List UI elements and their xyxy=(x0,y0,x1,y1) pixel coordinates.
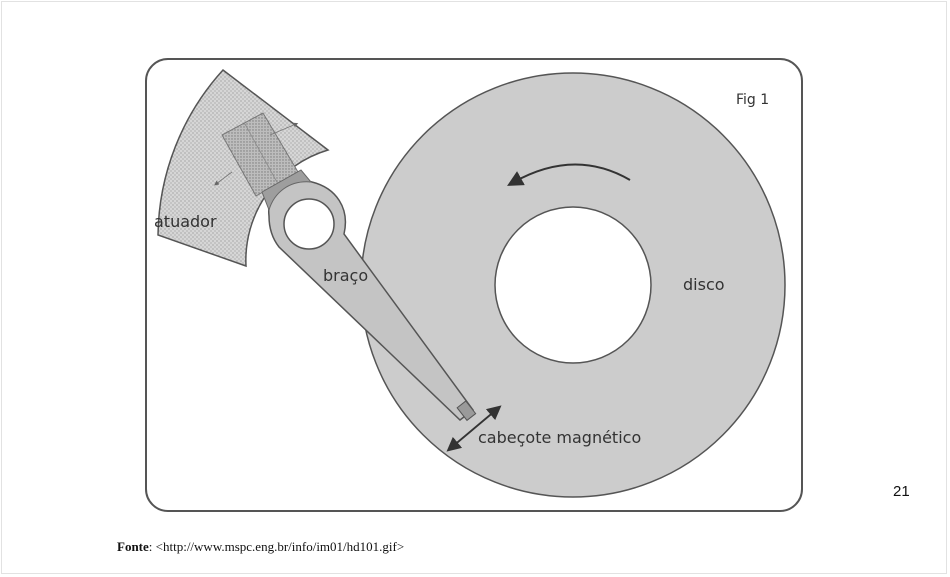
actuator-label: atuador xyxy=(154,212,217,231)
actuator-motion-arrow-icon xyxy=(269,122,299,136)
source-separator: : xyxy=(148,539,156,554)
source-label: Fonte xyxy=(117,539,149,554)
arm-collar xyxy=(261,169,313,212)
arm-label: braço xyxy=(323,266,368,285)
rotation-arrow-icon xyxy=(507,163,631,186)
arm-pivot xyxy=(283,198,335,250)
head-label: cabeçote magnético xyxy=(478,428,641,447)
disk-spindle-hole xyxy=(494,206,652,364)
source-citation: Fonte: <http://www.mspc.eng.br/info/im01… xyxy=(117,539,404,555)
head-motion-arrow-icon xyxy=(446,405,502,452)
actuator-motion-arrow-icon xyxy=(214,171,233,186)
figure-tag: Fig 1 xyxy=(736,92,769,108)
disk-label: disco xyxy=(683,275,725,294)
page-number: 21 xyxy=(893,483,910,500)
source-url: <http://www.mspc.eng.br/info/im01/hd101.… xyxy=(155,539,405,554)
actuator-axis-line xyxy=(244,123,279,185)
